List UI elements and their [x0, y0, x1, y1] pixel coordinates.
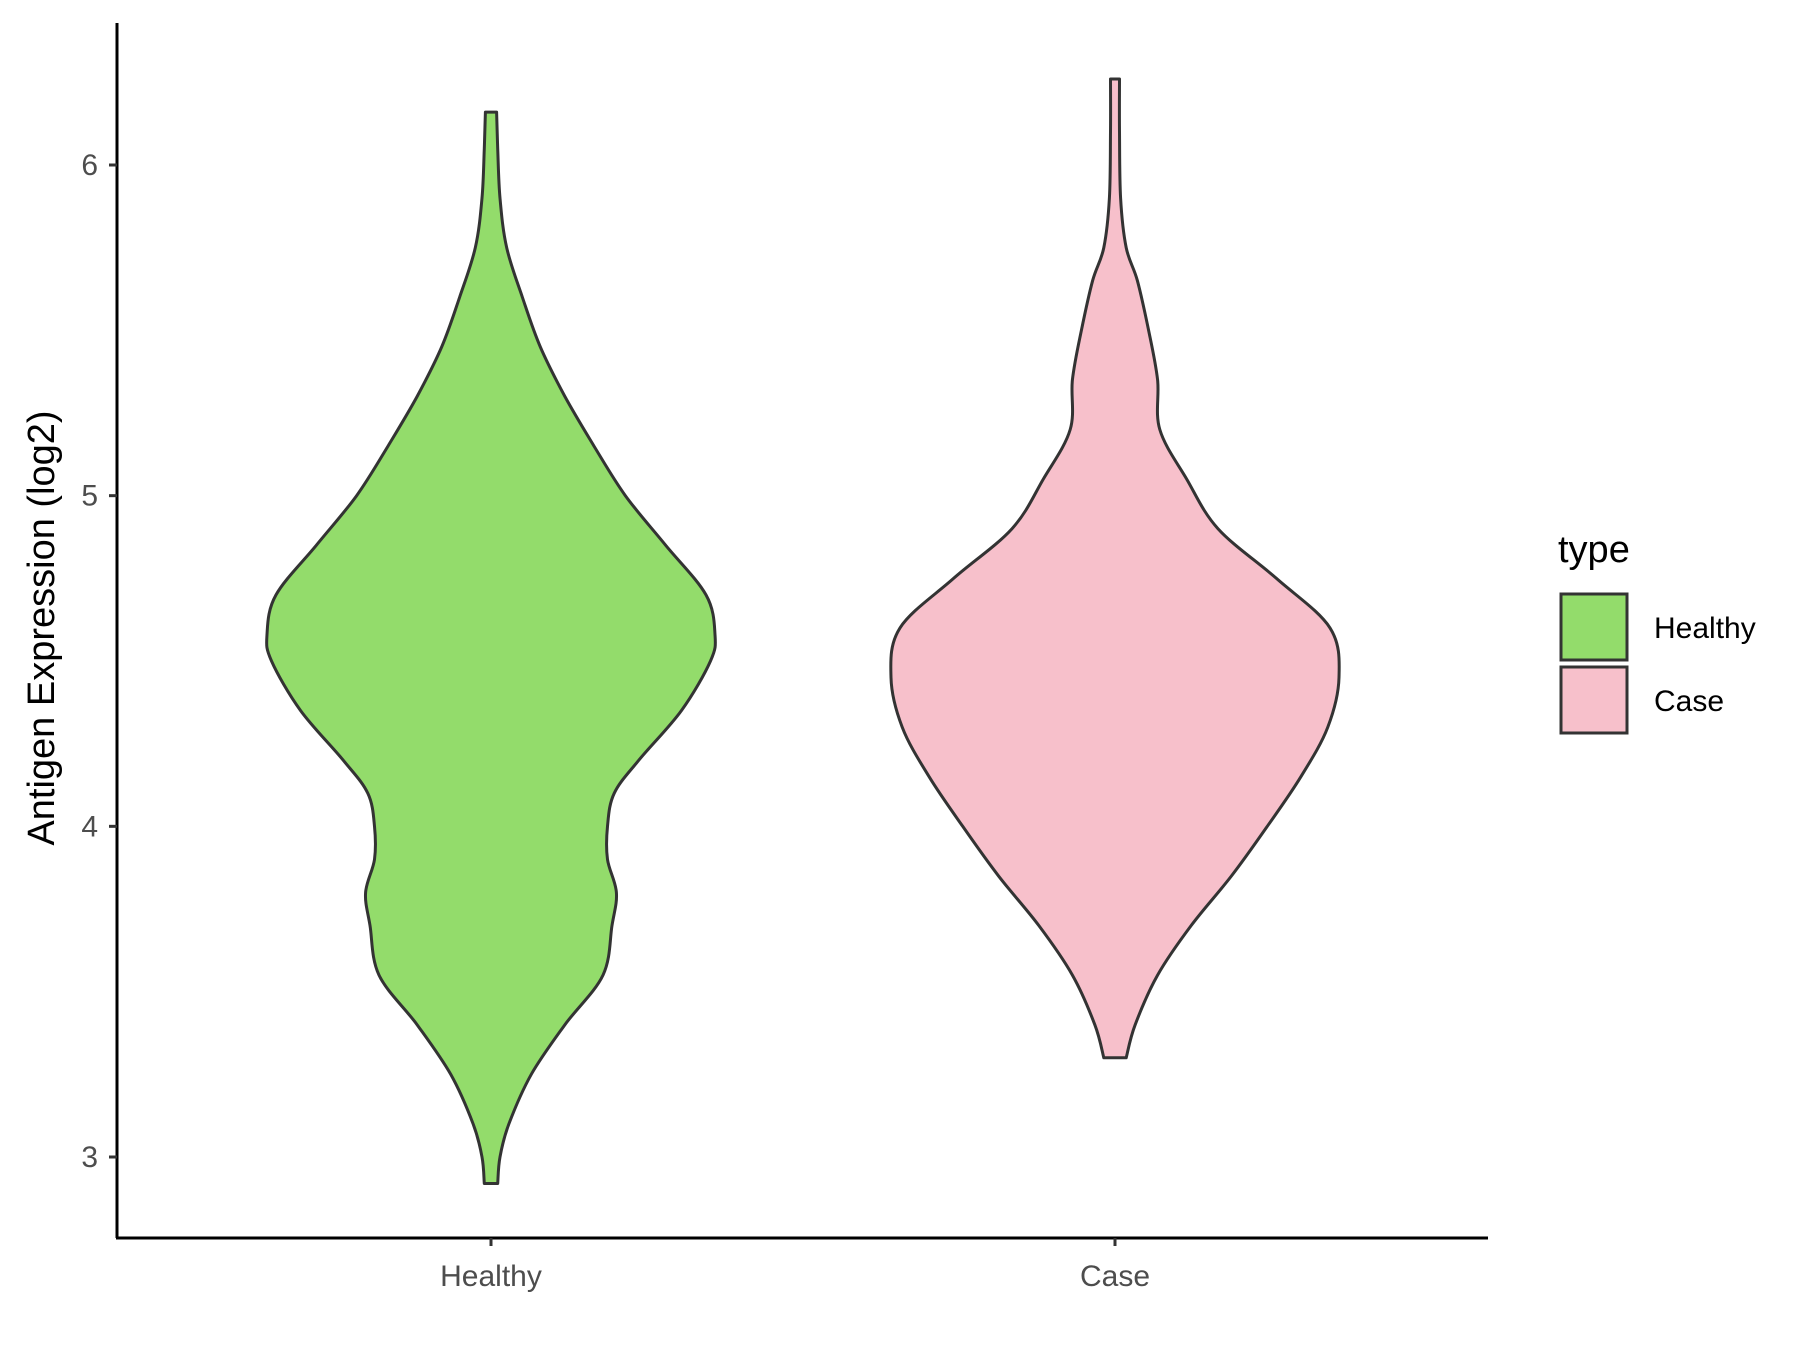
y-axis-ticks: 3 4 5 6 [81, 149, 117, 1174]
y-tick-label: 6 [81, 149, 98, 182]
violin-case [889, 77, 1341, 1060]
y-tick-label: 5 [81, 480, 98, 513]
legend-title: type [1558, 529, 1630, 571]
x-axis-ticks: Healthy Case [440, 1238, 1150, 1293]
violin-healthy [265, 110, 717, 1185]
legend: type Healthy Case [1558, 529, 1756, 735]
x-tick-label: Healthy [440, 1260, 542, 1293]
y-axis-title: Antigen Expression (log2) [21, 410, 63, 845]
violin-layer [265, 77, 1341, 1185]
legend-key-case [1559, 665, 1629, 735]
x-tick-label: Case [1080, 1260, 1150, 1293]
legend-label-healthy: Healthy [1654, 612, 1756, 645]
legend-label-case: Case [1654, 685, 1724, 718]
y-tick-label: 3 [81, 1141, 98, 1174]
legend-key-healthy [1559, 592, 1629, 662]
y-tick-label: 4 [81, 810, 98, 843]
